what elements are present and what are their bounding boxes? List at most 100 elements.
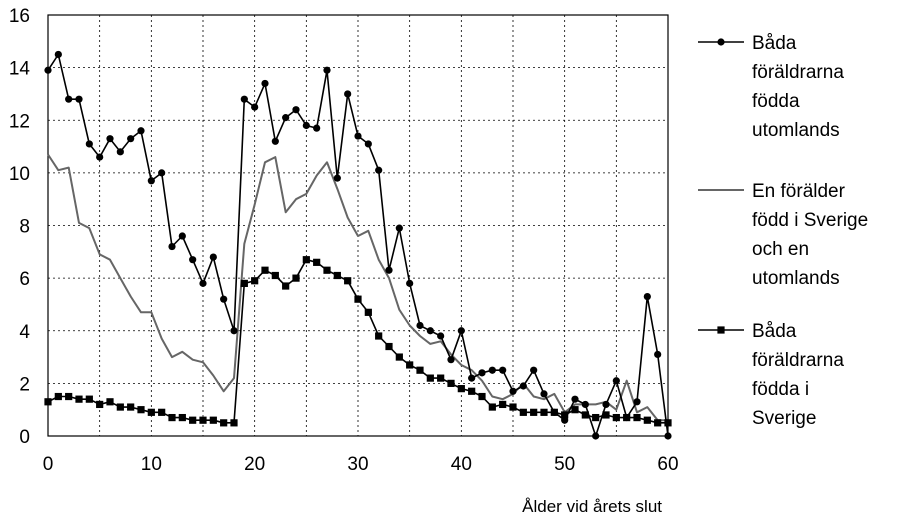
data-point (199, 279, 207, 287)
data-point (623, 413, 631, 422)
data-point (158, 408, 166, 416)
data-point (240, 95, 248, 103)
data-point (65, 95, 73, 103)
data-point (323, 66, 331, 74)
x-tick-label: 10 (141, 454, 162, 475)
data-point (664, 432, 672, 440)
data-point (530, 408, 538, 416)
y-tick-label: 0 (19, 427, 30, 448)
data-point (147, 177, 155, 185)
data-point (302, 121, 310, 130)
x-tick-label: 30 (347, 454, 368, 475)
data-point (271, 137, 279, 145)
data-point (540, 390, 548, 398)
data-point (602, 411, 610, 419)
data-point (313, 258, 321, 266)
data-point (168, 413, 176, 422)
data-point (302, 256, 310, 264)
data-point (106, 398, 114, 406)
y-tick-label: 12 (9, 111, 30, 132)
legend-label-line: föräldrarna (752, 62, 844, 83)
legend-label-line: föräldrarna (752, 350, 844, 371)
plot-frame (47, 14, 669, 437)
gridlines (48, 15, 668, 436)
x-axis-title: Ålder vid årets slut (522, 497, 662, 516)
y-tick-label: 6 (19, 269, 30, 290)
data-point (612, 377, 620, 385)
legend-marker (717, 38, 725, 46)
data-point (44, 398, 52, 406)
x-axis-ticks: 0 10 20 30 40 50 60 (43, 454, 679, 475)
data-point (189, 416, 197, 424)
data-point (406, 361, 414, 369)
data-point (354, 295, 362, 303)
data-point (550, 408, 558, 416)
data-point (209, 253, 217, 261)
data-point (478, 369, 486, 377)
data-point (354, 132, 362, 140)
data-point (592, 413, 600, 422)
data-point (488, 366, 496, 374)
data-point (178, 413, 186, 422)
legend-label-line: födda (752, 91, 800, 112)
data-point (282, 282, 290, 290)
legend-label-line: född i Sverige (752, 210, 868, 231)
data-point (602, 400, 610, 409)
legend-label-line: En förälder (752, 181, 846, 202)
data-point (509, 403, 517, 411)
data-point (488, 403, 496, 411)
legend-label-line: Båda (752, 321, 797, 342)
data-point (540, 408, 548, 416)
legend-label-line: utomlands (752, 268, 840, 289)
x-tick-label: 20 (244, 454, 265, 475)
series-1 (44, 50, 672, 440)
data-point (230, 419, 238, 427)
data-point (364, 140, 372, 148)
data-point (612, 413, 620, 422)
data-point (127, 403, 135, 411)
data-point (468, 374, 476, 382)
data-point (385, 266, 393, 274)
data-point (271, 271, 279, 280)
data-point (158, 169, 166, 177)
data-point (65, 392, 73, 401)
data-point (189, 256, 197, 264)
data-point (447, 379, 455, 387)
data-point (137, 406, 145, 414)
data-point (633, 398, 641, 406)
data-point (643, 292, 651, 301)
data-point (251, 103, 259, 111)
data-point (209, 416, 217, 424)
data-point (581, 411, 589, 419)
data-point (571, 395, 579, 403)
data-point (519, 382, 527, 390)
data-point (643, 416, 651, 424)
data-point (592, 432, 600, 440)
data-point (323, 266, 331, 274)
data-point (437, 374, 445, 382)
y-tick-label: 16 (9, 6, 30, 27)
series-layer (44, 50, 672, 440)
data-point (406, 279, 414, 287)
data-point (633, 413, 641, 422)
legend-label-line: födda i (752, 379, 809, 400)
data-point (75, 95, 83, 103)
data-point (426, 327, 434, 335)
data-point (147, 408, 155, 416)
data-point (261, 266, 269, 274)
data-point (375, 166, 383, 174)
data-point (468, 387, 476, 395)
data-point (96, 400, 104, 409)
legend-entry-3: Båda föräldrarna födda i Sverige (698, 321, 844, 429)
data-point (251, 277, 259, 285)
x-tick-label: 0 (43, 454, 54, 475)
data-point (75, 395, 83, 403)
y-tick-label: 10 (9, 164, 30, 185)
data-point (313, 124, 321, 132)
data-point (571, 406, 579, 414)
data-point (664, 419, 672, 427)
legend-entry-2: En förälder född i Sverige och en utomlands (698, 181, 868, 289)
data-point (375, 332, 383, 340)
data-point (654, 419, 662, 427)
